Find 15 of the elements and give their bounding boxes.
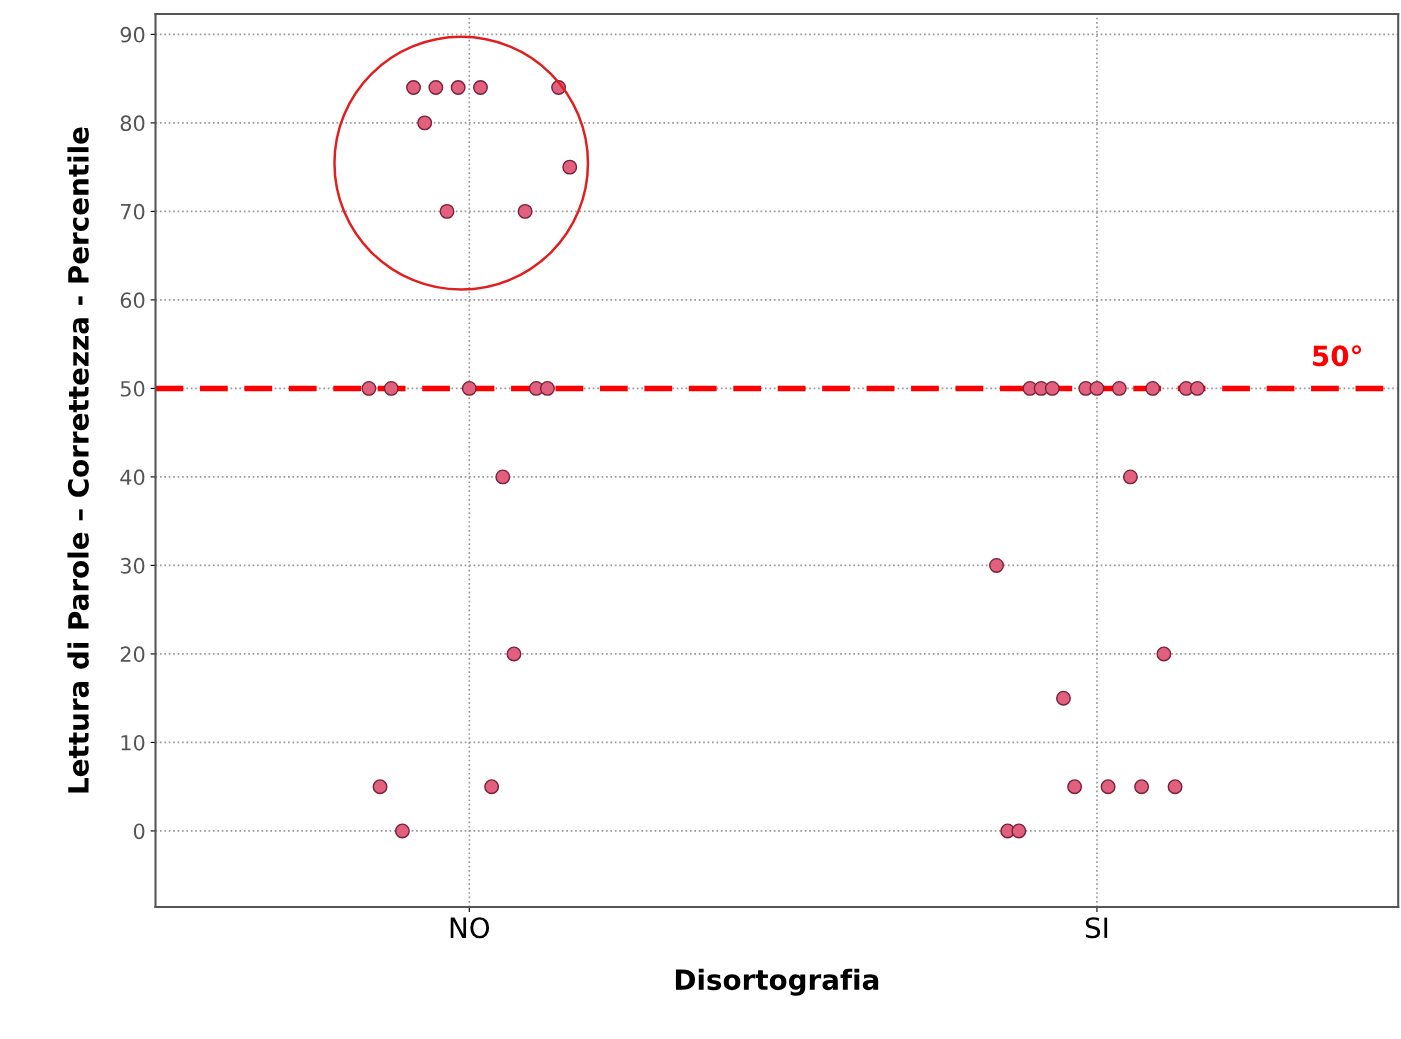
y-tick-label: 0 — [133, 823, 145, 840]
y-tick-label: 10 — [121, 734, 145, 751]
x-axis-title: Disortografia — [675, 968, 879, 996]
y-tick-label: 30 — [120, 557, 145, 574]
y-tick-label: 90 — [120, 26, 145, 43]
y-tick-label: 80 — [120, 115, 145, 132]
x-tick-label: SI — [1085, 917, 1108, 939]
y-tick-label: 70 — [120, 203, 145, 220]
ref-line-label: 50° — [1313, 345, 1362, 367]
y-tick-label: 60 — [120, 292, 145, 309]
y-tick-label: 40 — [120, 469, 145, 486]
y-tick-label: 50 — [120, 380, 145, 397]
x-tick-label: NO — [450, 917, 490, 939]
y-tick-label: 20 — [120, 646, 145, 663]
y-axis-title: Lettura di Parole – Correttezza - Percentile — [67, 127, 89, 793]
